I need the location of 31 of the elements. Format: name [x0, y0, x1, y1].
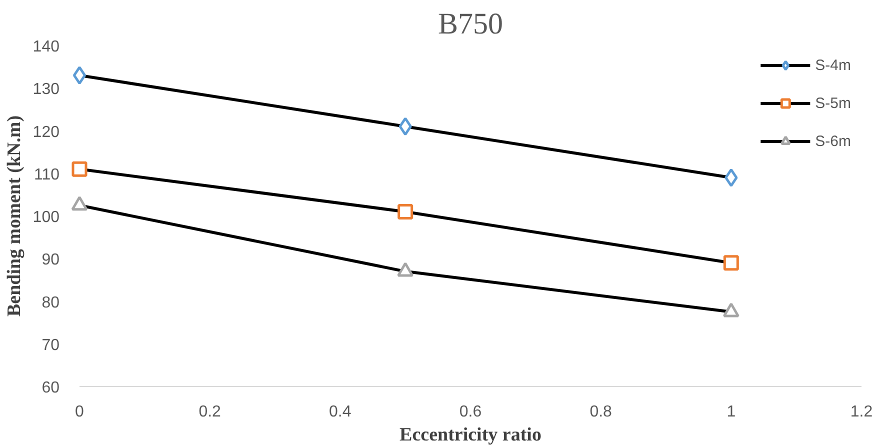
chart-title: B750: [438, 8, 504, 40]
x-tick-label: 0: [75, 404, 84, 420]
y-tick-label: 70: [42, 336, 60, 354]
point: [72, 161, 88, 177]
x-tick-label: 1.2: [850, 404, 873, 420]
y-tick-label: 100: [32, 209, 60, 226]
point: [724, 168, 738, 187]
point: [722, 302, 740, 318]
legend-label: S-6m: [815, 132, 851, 150]
legend-label: S-5m: [815, 94, 851, 112]
y-axis-title: Bending moment (kN.m): [4, 115, 25, 317]
y-tick-label: 90: [42, 252, 60, 269]
point: [397, 262, 414, 277]
x-tick-label: 0.4: [329, 404, 352, 420]
legend-label: S-4m: [815, 56, 851, 74]
point: [723, 255, 739, 271]
y-tick-label: 120: [32, 124, 60, 141]
y-tick-label: 60: [42, 380, 60, 396]
x-tick-label: 1: [726, 404, 736, 420]
x-tick-label: 0.6: [459, 404, 482, 420]
point: [398, 204, 414, 220]
point: [72, 66, 86, 85]
y-tick-label: 110: [34, 166, 60, 184]
x-axis-title: Eccentricity ratio: [400, 424, 542, 446]
x-tick-label: 0.8: [590, 404, 612, 420]
point: [71, 196, 88, 211]
x-tick-label: 0.2: [198, 404, 222, 420]
point: [398, 117, 412, 136]
y-tick-label: 140: [32, 38, 60, 56]
y-tick-label: 130: [32, 81, 60, 98]
y-tick-label: 80: [42, 294, 60, 312]
